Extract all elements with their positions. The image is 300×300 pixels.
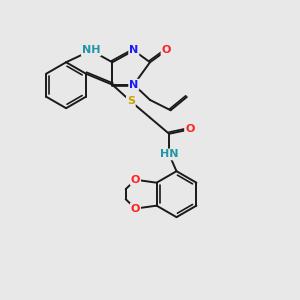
Text: N: N: [129, 80, 138, 90]
Text: O: O: [131, 175, 140, 185]
Text: N: N: [129, 46, 138, 56]
Text: S: S: [127, 96, 135, 106]
Text: O: O: [131, 204, 140, 214]
Text: NH: NH: [82, 46, 100, 56]
Text: O: O: [161, 46, 171, 56]
Text: HN: HN: [160, 149, 178, 159]
Text: O: O: [185, 124, 194, 134]
